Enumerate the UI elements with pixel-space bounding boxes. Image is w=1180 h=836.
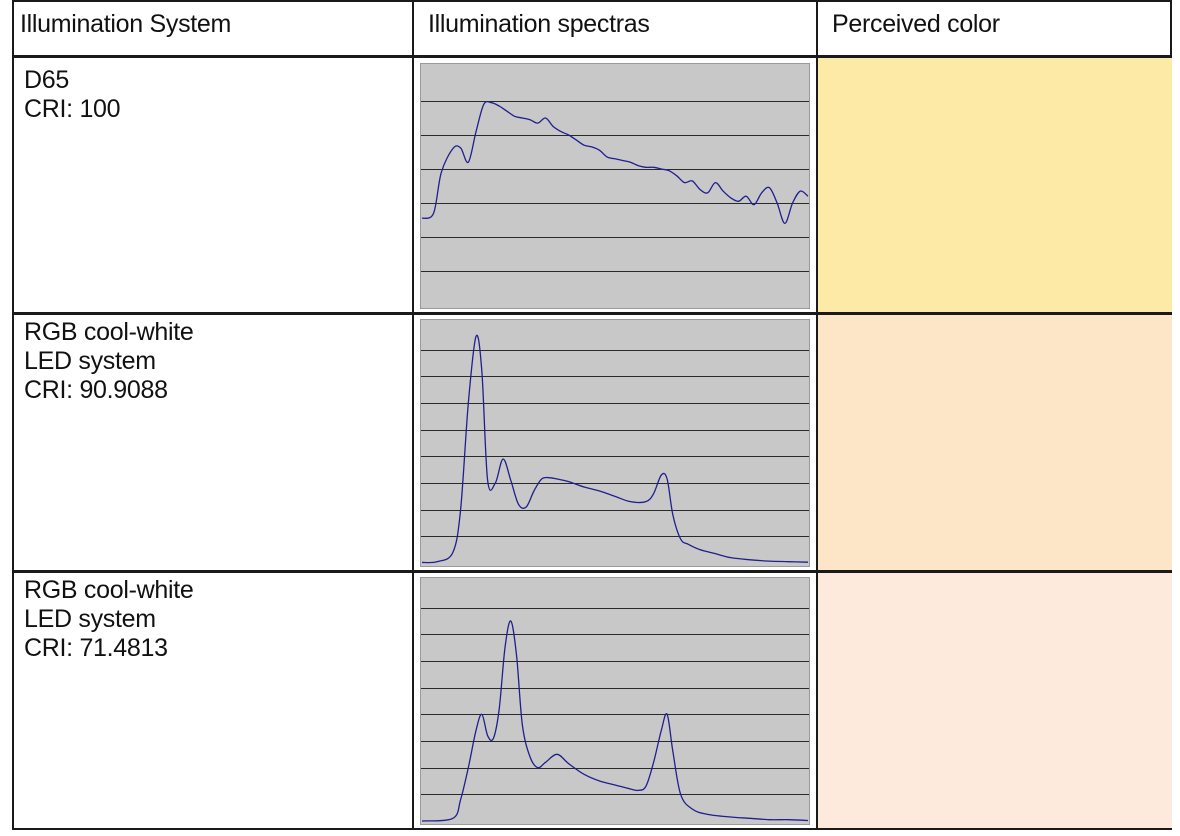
system-cri: CRI: 90.9088 — [24, 376, 168, 404]
system-label-d65: D65 CRI: 100 — [24, 66, 121, 124]
spectrum-plot — [420, 63, 810, 309]
spectrum-chart-led-2 — [420, 577, 810, 825]
header-perceived-color: Perceived color — [832, 10, 1000, 38]
perceived-color-swatch-led-1 — [818, 315, 1172, 570]
spectrum-chart-led-1 — [420, 319, 810, 567]
row-divider-1 — [12, 312, 1172, 315]
system-name-line-1: RGB cool-white — [24, 576, 194, 604]
spectrum-line — [421, 334, 809, 564]
column-divider-2 — [816, 0, 818, 830]
table-border-top — [12, 0, 1172, 2]
perceived-color-swatch-led-2 — [818, 573, 1172, 828]
spectrum-line — [421, 100, 809, 225]
spectrum-plot — [420, 319, 810, 567]
column-divider-1 — [412, 0, 414, 830]
system-name-line-2: LED system — [24, 347, 156, 375]
system-label-led-2: RGB cool-white LED system CRI: 71.4813 — [24, 576, 194, 663]
system-name: D65 — [24, 66, 69, 94]
header-illumination-spectras: Illumination spectras — [428, 10, 650, 38]
table-border-bottom — [12, 828, 1172, 830]
table-border-left — [12, 0, 14, 830]
system-cri: CRI: 71.4813 — [24, 634, 168, 662]
plot-background — [420, 63, 810, 309]
system-cri: CRI: 100 — [24, 95, 121, 123]
system-name-line-1: RGB cool-white — [24, 318, 194, 346]
header-illumination-system: Illumination System — [20, 10, 232, 38]
system-label-led-1: RGB cool-white LED system CRI: 90.9088 — [24, 318, 194, 405]
plot-background — [420, 577, 810, 825]
perceived-color-swatch-d65 — [818, 58, 1172, 312]
plot-background — [420, 319, 810, 567]
spectrum-line — [421, 620, 809, 822]
header-divider — [12, 55, 1172, 58]
system-name-line-2: LED system — [24, 605, 156, 633]
row-divider-2 — [12, 570, 1172, 573]
spectrum-plot — [420, 577, 810, 825]
spectrum-chart-d65 — [420, 63, 810, 309]
comparison-table: Illumination System Illumination spectra… — [12, 0, 1172, 830]
